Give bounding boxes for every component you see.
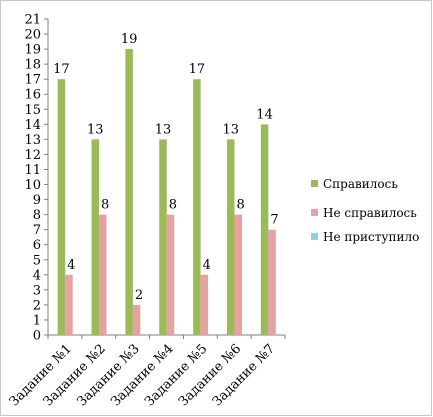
data-label: 7 (270, 213, 278, 228)
legend-swatch (311, 180, 318, 187)
y-tick-label: 4 (33, 268, 41, 283)
data-label: 4 (203, 258, 211, 273)
bars (57, 49, 276, 335)
bar (99, 214, 107, 335)
y-tick-label: 16 (24, 88, 41, 103)
data-label: 8 (101, 198, 109, 213)
legend-label: Справилось (323, 177, 398, 191)
bar (166, 214, 175, 335)
data-label: 14 (256, 107, 273, 122)
y-tick-label: 21 (24, 13, 41, 28)
y-tick-label: 15 (24, 103, 41, 118)
y-tick-label: 2 (33, 298, 41, 313)
legend-swatch (311, 233, 318, 240)
data-label: 4 (67, 258, 75, 273)
y-tick-label: 8 (33, 208, 41, 223)
y-tick-label: 5 (33, 253, 41, 268)
y-tick-label: 14 (24, 118, 41, 133)
legend-label: Не справилось (323, 206, 417, 220)
y-tick-label: 11 (24, 163, 41, 178)
data-labels: 17 4 13 8 19 2 13 8 17 4 13 8 14 7 (53, 32, 278, 303)
bar (234, 214, 242, 335)
data-label: 8 (169, 198, 177, 213)
y-tick-label: 3 (33, 283, 41, 298)
legend: Справилось Не справилось Не приступило (311, 177, 419, 244)
data-label: 19 (121, 32, 138, 47)
y-tick-label: 12 (24, 148, 41, 163)
data-label: 8 (236, 198, 244, 213)
y-tick-label: 7 (33, 223, 41, 238)
legend-swatch (311, 209, 318, 216)
bar (125, 49, 133, 335)
bar (226, 139, 235, 335)
bar (132, 304, 141, 335)
y-tick-label: 17 (24, 73, 41, 88)
bar (268, 229, 276, 335)
bar (200, 274, 209, 335)
y-tick-label: 0 (33, 329, 41, 344)
data-label: 17 (189, 62, 206, 77)
y-tick-label: 20 (24, 28, 41, 43)
data-label: 17 (53, 62, 70, 77)
y-tick-label: 13 (24, 133, 41, 148)
data-label: 2 (135, 288, 143, 303)
legend-label: Не приступило (323, 230, 419, 244)
y-tick-label: 18 (24, 58, 41, 73)
y-tick-label: 1 (33, 313, 41, 328)
data-label: 13 (222, 122, 239, 137)
bar (260, 124, 269, 335)
y-tick-label: 6 (33, 238, 41, 253)
bar (57, 79, 66, 335)
y-tick-label: 10 (24, 178, 41, 193)
bar (91, 139, 100, 335)
y-tick-label: 9 (33, 193, 41, 208)
data-label: 13 (155, 122, 172, 137)
bar (159, 139, 167, 335)
bar (65, 274, 73, 335)
y-tick-label: 19 (24, 43, 41, 58)
bar (193, 79, 201, 335)
data-label: 13 (87, 122, 104, 137)
